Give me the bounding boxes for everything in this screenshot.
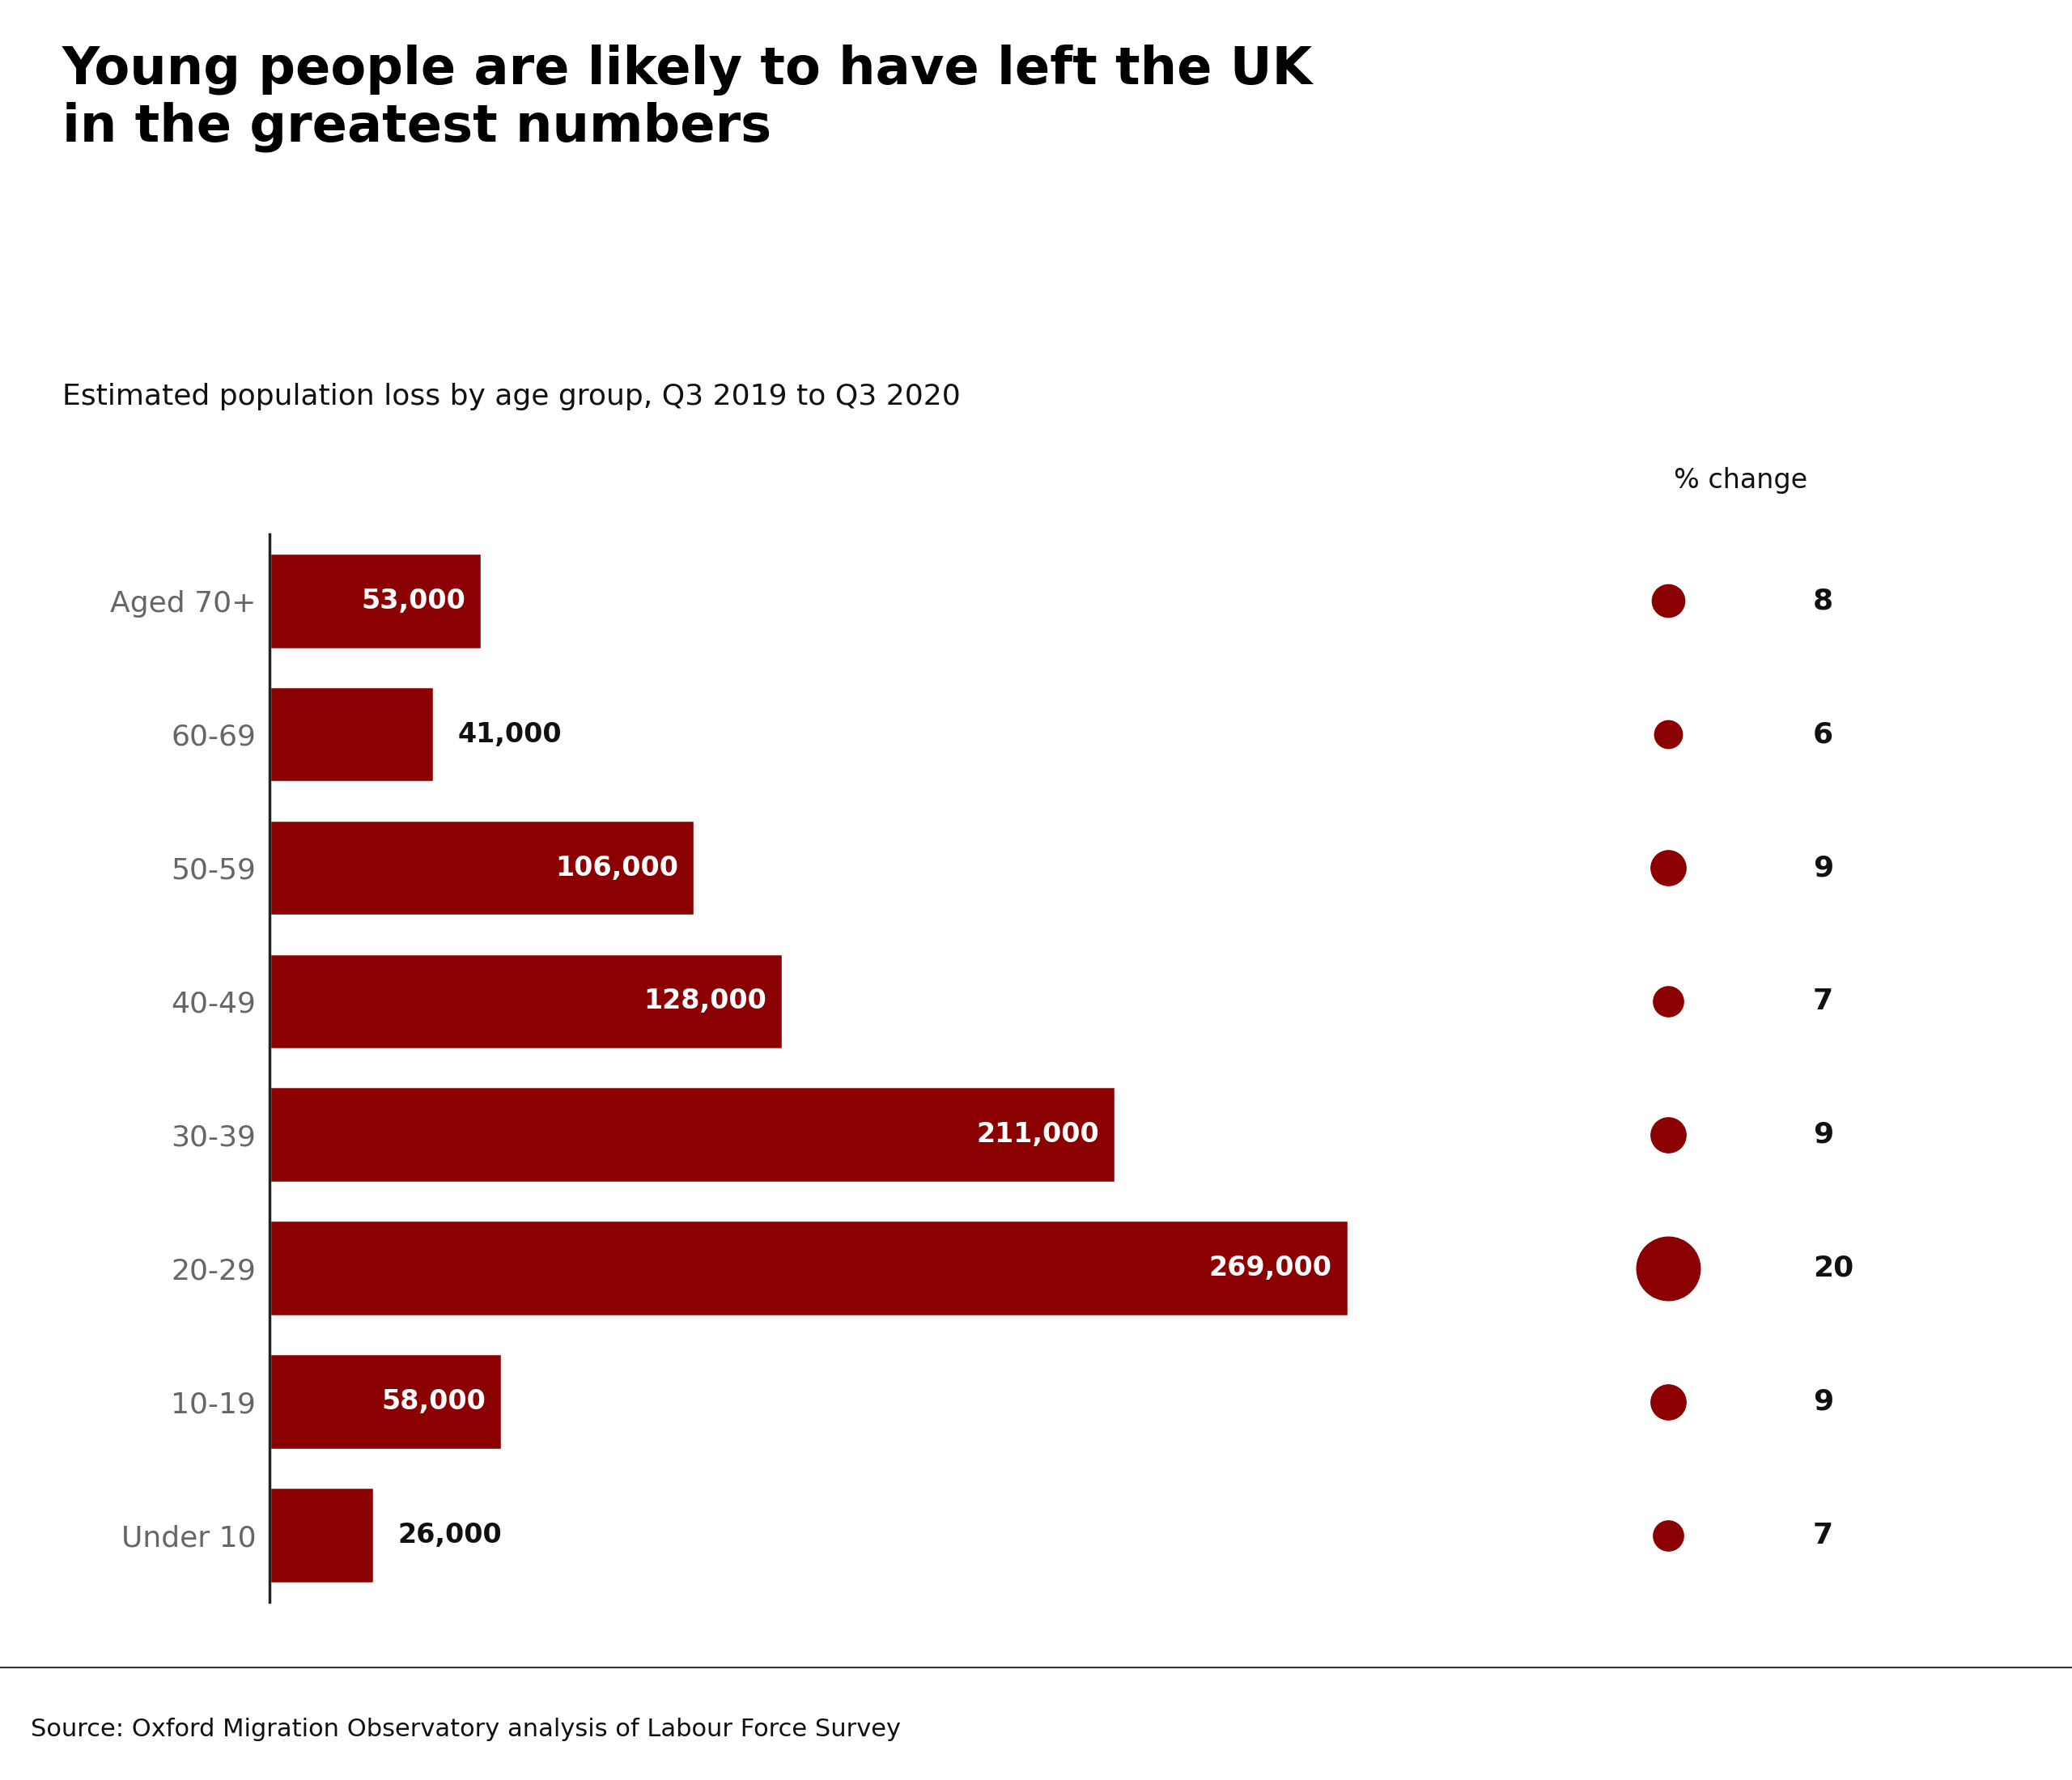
Bar — [269, 954, 783, 1050]
Bar — [269, 1221, 1349, 1317]
Point — [1651, 854, 1685, 883]
Bar — [269, 1086, 1115, 1184]
Text: Estimated population loss by age group, Q3 2019 to Q3 2020: Estimated population loss by age group, … — [62, 383, 959, 409]
Bar — [269, 1488, 373, 1584]
Text: Source: Oxford Migration Observatory analysis of Labour Force Survey: Source: Oxford Migration Observatory ana… — [31, 1718, 901, 1741]
Text: 26,000: 26,000 — [398, 1522, 501, 1549]
Text: 9: 9 — [1813, 854, 1834, 881]
Bar — [269, 1355, 501, 1449]
Point — [1651, 1520, 1685, 1549]
Bar — [269, 687, 433, 783]
Text: 7: 7 — [1813, 1522, 1834, 1549]
Point — [1651, 1253, 1685, 1282]
Point — [1651, 1388, 1685, 1417]
Text: 9: 9 — [1813, 1388, 1834, 1415]
Text: 41,000: 41,000 — [458, 721, 562, 748]
Text: 211,000: 211,000 — [976, 1121, 1100, 1148]
Text: 7: 7 — [1813, 988, 1834, 1015]
Point — [1651, 986, 1685, 1015]
Text: 53,000: 53,000 — [361, 587, 466, 614]
Text: % change: % change — [1674, 466, 1807, 495]
Point — [1651, 1121, 1685, 1150]
Text: 128,000: 128,000 — [644, 988, 767, 1015]
Text: 6: 6 — [1813, 721, 1834, 748]
Text: 20: 20 — [1813, 1255, 1854, 1282]
Bar — [269, 554, 483, 650]
Text: 58,000: 58,000 — [381, 1388, 487, 1415]
Text: 9: 9 — [1813, 1121, 1834, 1148]
Point — [1651, 721, 1685, 749]
Bar — [269, 819, 694, 915]
Text: 106,000: 106,000 — [555, 854, 678, 881]
Text: Young people are likely to have left the UK
in the greatest numbers: Young people are likely to have left the… — [62, 44, 1314, 151]
Text: 8: 8 — [1813, 587, 1834, 614]
Point — [1651, 587, 1685, 616]
Text: BBC: BBC — [1952, 1714, 2022, 1746]
Text: 269,000: 269,000 — [1210, 1255, 1332, 1282]
